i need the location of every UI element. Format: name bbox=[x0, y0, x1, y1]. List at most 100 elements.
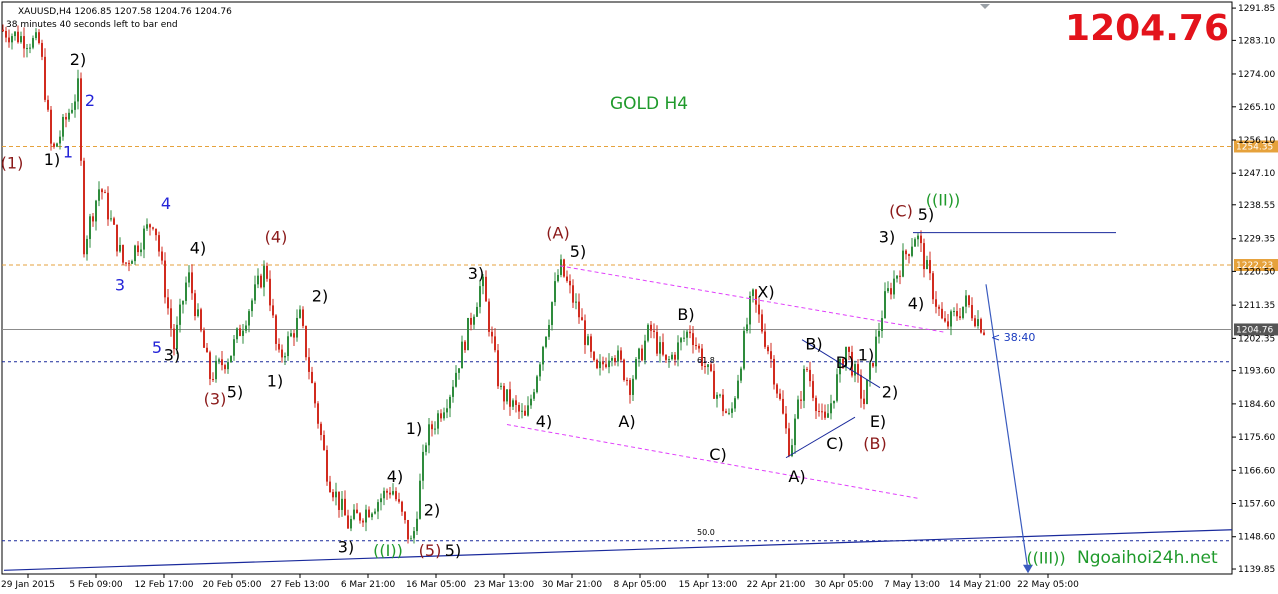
wave-label: (C) bbox=[889, 202, 913, 221]
candle-body bbox=[929, 260, 931, 274]
candle-body bbox=[341, 498, 343, 510]
wave-label: 1) bbox=[44, 150, 60, 169]
x-tick-label: 20 Feb 05:00 bbox=[202, 580, 261, 590]
candle-body bbox=[797, 399, 799, 419]
triangle-lower bbox=[785, 416, 856, 459]
candle-body bbox=[782, 398, 784, 414]
projection-arrow bbox=[985, 284, 1029, 571]
wave-label: E) bbox=[870, 412, 886, 431]
x-tick-label: 30 Mar 21:00 bbox=[542, 580, 602, 590]
candle-body bbox=[125, 262, 127, 264]
candle-body bbox=[317, 403, 319, 424]
candle-body bbox=[545, 336, 547, 347]
candles bbox=[2, 24, 985, 544]
candle-body bbox=[116, 224, 118, 252]
candle-body bbox=[5, 30, 7, 38]
candle-body bbox=[557, 274, 559, 282]
wave-label: 5) bbox=[227, 382, 243, 401]
candle-body bbox=[824, 411, 826, 418]
time-axis[interactable]: 29 Jan 2015 5 Feb 09:00 12 Feb 17:00 20 Feb… bbox=[1, 574, 1079, 590]
candle-body bbox=[209, 352, 211, 380]
candle-body bbox=[692, 333, 694, 346]
candle-body bbox=[833, 400, 835, 404]
wave-label: (4) bbox=[265, 227, 288, 246]
candle-body bbox=[326, 449, 328, 482]
candle-body bbox=[539, 364, 541, 377]
candle-body bbox=[764, 331, 766, 347]
wave-label: ((I)) bbox=[373, 541, 403, 560]
candle-body bbox=[398, 499, 400, 502]
candle-body bbox=[92, 216, 94, 222]
candle-body bbox=[656, 331, 658, 354]
candle-body bbox=[629, 380, 631, 395]
candle-body bbox=[104, 192, 106, 194]
candle-body bbox=[488, 301, 490, 332]
wave-label: B) bbox=[805, 334, 822, 353]
y-tick-label: 1139.85 bbox=[1238, 565, 1275, 575]
candle-body bbox=[236, 328, 238, 340]
candle-body bbox=[200, 309, 202, 331]
candle-body bbox=[29, 47, 31, 49]
candle-body bbox=[842, 358, 844, 368]
candle-body bbox=[206, 347, 208, 353]
support-trendline bbox=[3, 529, 1233, 571]
x-tick-label: 22 May 05:00 bbox=[1017, 580, 1079, 590]
wave-label: 5 bbox=[152, 338, 162, 357]
candle-body bbox=[26, 48, 28, 50]
candle-body bbox=[275, 315, 277, 344]
candle-body bbox=[884, 291, 886, 319]
candle-body bbox=[446, 408, 448, 413]
candle-body bbox=[923, 243, 925, 270]
wave-label: 3) bbox=[164, 345, 180, 364]
candle-body bbox=[68, 112, 70, 120]
candle-body bbox=[242, 330, 244, 336]
candle-body bbox=[755, 289, 757, 305]
candle-body bbox=[416, 518, 418, 532]
y-tick-label: 1247.10 bbox=[1238, 169, 1275, 179]
candle-body bbox=[506, 389, 508, 402]
candle-body bbox=[896, 275, 898, 279]
candle-body bbox=[356, 509, 358, 514]
wave-label: C) bbox=[826, 434, 843, 453]
candle-body bbox=[551, 302, 553, 325]
candle-body bbox=[311, 371, 313, 383]
price-axis[interactable]: 1291.85 1283.10 1274.00 1265.10 1256.10 1247.… bbox=[1232, 4, 1275, 575]
candle-body bbox=[596, 359, 598, 369]
candle-body bbox=[779, 393, 781, 399]
x-tick-label: 12 Feb 17:00 bbox=[134, 580, 193, 590]
candle-body bbox=[836, 374, 838, 401]
y-tick-label: 1220.50 bbox=[1238, 267, 1275, 277]
candle-body bbox=[365, 509, 367, 523]
candle-body bbox=[845, 346, 847, 368]
x-tick-label: 15 Apr 13:00 bbox=[679, 580, 738, 590]
candle-body bbox=[878, 330, 880, 337]
candle-body bbox=[587, 336, 589, 345]
wave-label: 3) bbox=[338, 537, 354, 556]
candle-body bbox=[146, 224, 148, 229]
wave-label: 4) bbox=[536, 412, 552, 431]
x-tick-label: 23 Mar 13:00 bbox=[474, 580, 534, 590]
candle-body bbox=[476, 306, 478, 317]
candle-body bbox=[863, 398, 865, 405]
candle-body bbox=[548, 324, 550, 337]
wave-label: A) bbox=[788, 467, 805, 486]
candle-body bbox=[203, 330, 205, 348]
candle-body bbox=[866, 379, 868, 405]
candle-body bbox=[740, 368, 742, 381]
candle-body bbox=[218, 359, 220, 361]
candle-body bbox=[749, 295, 751, 325]
candle-body bbox=[485, 276, 487, 302]
candle-body bbox=[149, 224, 151, 228]
candle-body bbox=[881, 318, 883, 331]
x-tick-label: 30 Apr 05:00 bbox=[815, 580, 874, 590]
candle-body bbox=[197, 309, 199, 317]
candle-body bbox=[911, 246, 913, 256]
candle-body bbox=[707, 364, 709, 368]
candle-body bbox=[773, 358, 775, 385]
candle-body bbox=[965, 295, 967, 307]
candle-body bbox=[611, 358, 613, 361]
wave-label: 3 bbox=[115, 275, 125, 294]
candle-body bbox=[521, 410, 523, 412]
candle-body bbox=[746, 324, 748, 331]
